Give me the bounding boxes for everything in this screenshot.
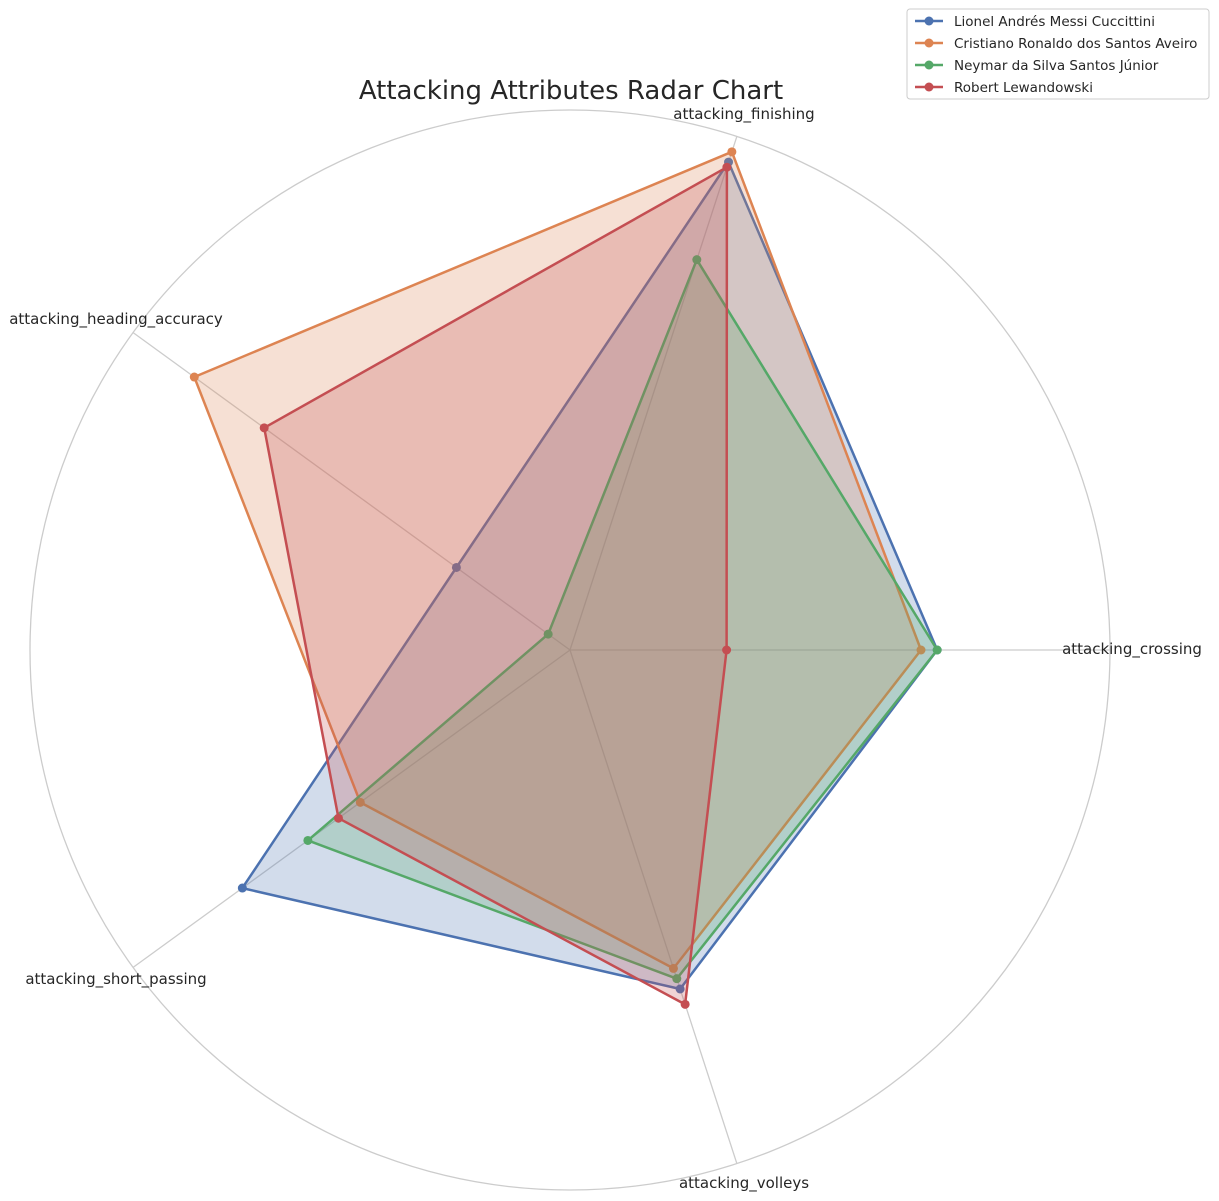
legend-entry: Lionel Andrés Messi Cuccittini xyxy=(954,14,1155,30)
radar-grid xyxy=(29,109,1111,1191)
series-line xyxy=(306,258,939,980)
series-point xyxy=(543,629,553,639)
series-line xyxy=(262,165,729,1006)
series-point xyxy=(692,255,702,265)
series-point xyxy=(668,963,678,973)
chart-title: Attacking Attributes Radar Chart xyxy=(359,76,783,106)
series-point xyxy=(189,372,199,382)
series-point xyxy=(672,974,682,984)
series-line xyxy=(241,160,939,991)
legend-entry: Cristiano Ronaldo dos Santos Aveiro xyxy=(954,36,1197,52)
axis-label: attacking_finishing xyxy=(673,105,814,124)
series-point xyxy=(722,162,732,172)
radar-spoke xyxy=(132,332,571,651)
series-point xyxy=(303,835,313,845)
series-point xyxy=(680,999,690,1009)
series-point xyxy=(916,645,926,655)
radar-spoke xyxy=(569,649,738,1164)
radar-series xyxy=(189,147,942,1009)
legend-frame xyxy=(906,8,1210,100)
legend-swatch-marker xyxy=(924,16,934,26)
series-point xyxy=(259,423,269,433)
legend-swatch-marker xyxy=(924,82,934,92)
series-area xyxy=(307,259,938,979)
axis-label: attacking_volleys xyxy=(679,1174,809,1193)
axis-labels: attacking_crossing attacking_finishingatt… xyxy=(9,105,1202,1193)
series-point xyxy=(727,147,737,157)
radar-spoke xyxy=(569,136,738,651)
axis-label: attacking_heading_accuracy xyxy=(9,310,223,329)
legend: Lionel Andrés Messi Cuccittini Cristiano … xyxy=(906,8,1210,100)
series-line xyxy=(193,150,923,970)
series-area xyxy=(264,167,727,1005)
series-point xyxy=(355,797,365,807)
axis-label: attacking_crossing xyxy=(1062,640,1202,659)
series-point xyxy=(932,645,942,655)
legend-swatch-marker xyxy=(924,38,934,48)
legend-entry: Robert Lewandowski xyxy=(954,80,1093,96)
radar-spoke xyxy=(132,649,571,968)
axis-label: attacking_short_passing xyxy=(25,970,206,989)
series-point xyxy=(333,813,343,823)
legend-swatch-marker xyxy=(924,60,934,70)
series-point xyxy=(675,984,685,994)
series-point xyxy=(722,645,732,655)
series-point xyxy=(237,883,247,893)
series-area xyxy=(194,151,922,969)
series-point xyxy=(451,562,461,572)
legend-entry: Neymar da Silva Santos Júnior xyxy=(954,58,1159,74)
